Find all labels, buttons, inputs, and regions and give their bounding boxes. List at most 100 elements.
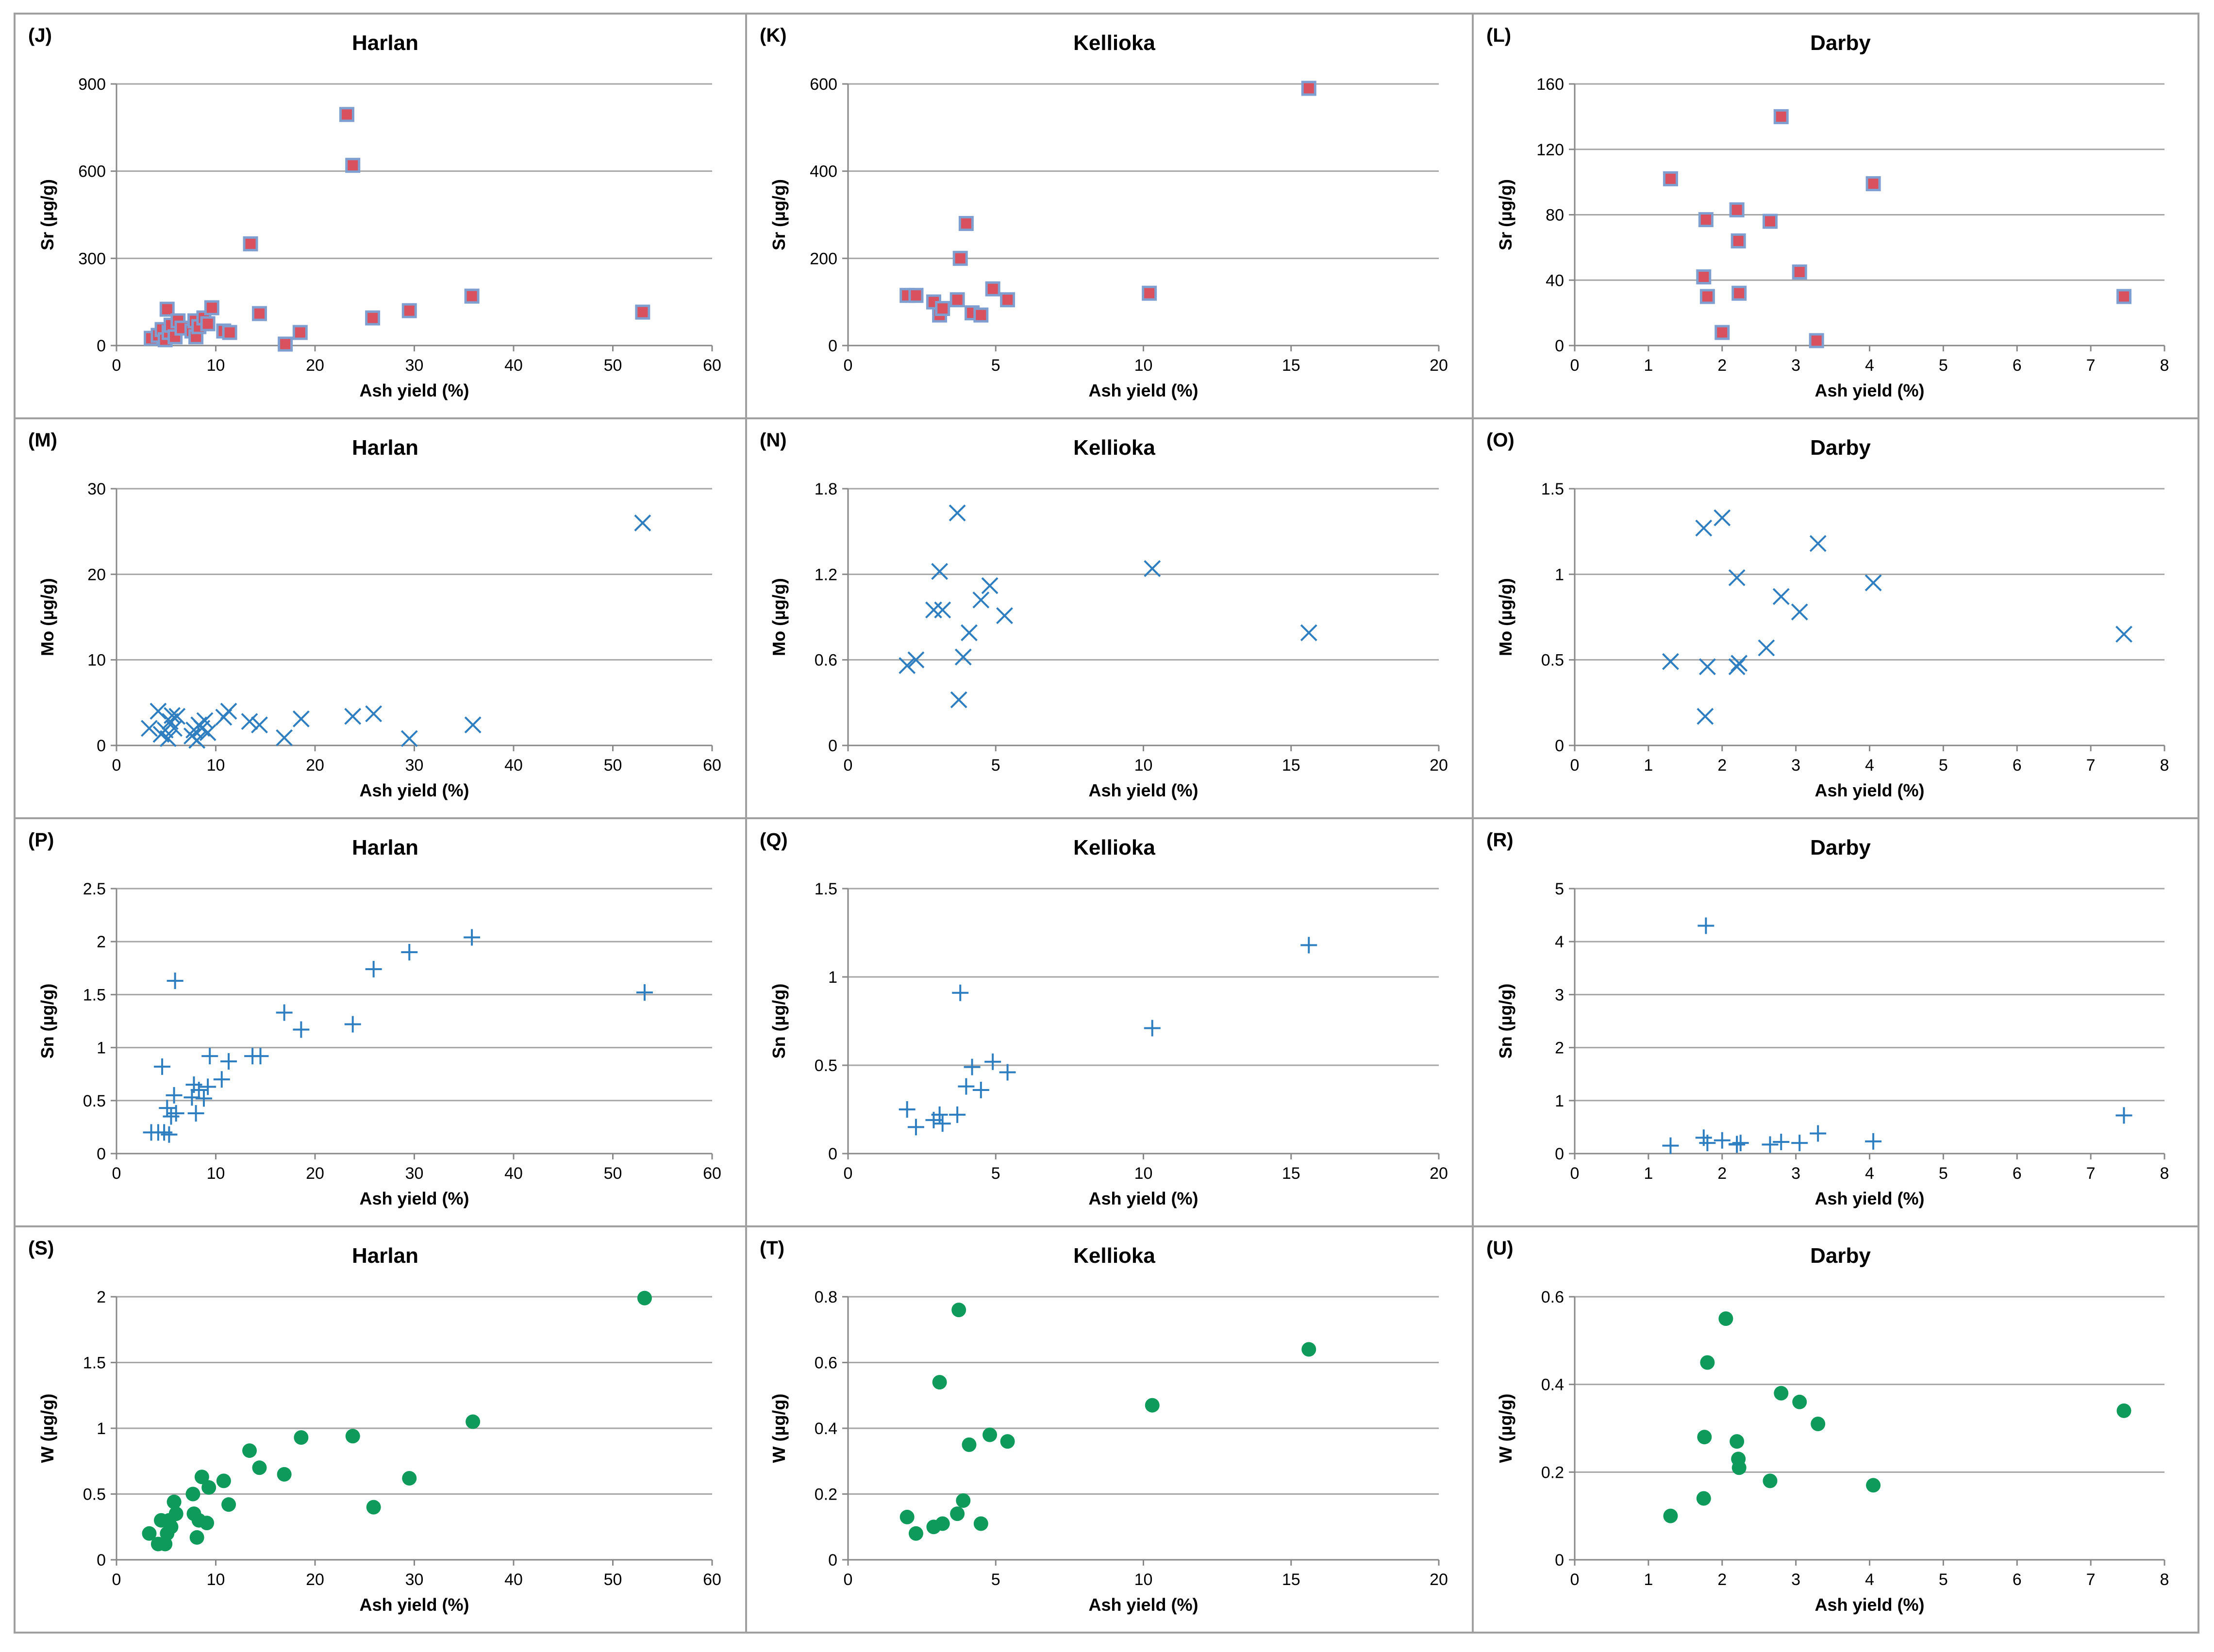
data-point [999, 1064, 1016, 1081]
x-tick-label: 0 [844, 356, 853, 375]
data-point [1145, 1398, 1160, 1413]
y-tick-label: 0 [1555, 1145, 1564, 1163]
x-tick-label: 30 [405, 356, 424, 375]
series-markers [1663, 109, 2131, 348]
y-axis-label: Sn (µg/g) [769, 984, 789, 1059]
data-point [201, 1480, 216, 1495]
x-axis-label: Ash yield (%) [1088, 1595, 1198, 1615]
data-point [222, 325, 237, 340]
series-markers [142, 1290, 652, 1552]
x-tick-label: 1 [1644, 1164, 1653, 1183]
x-tick-label: 20 [306, 1164, 324, 1183]
data-point [159, 301, 175, 317]
data-point [634, 514, 651, 531]
data-point [950, 1506, 965, 1521]
data-point [1728, 569, 1746, 586]
data-point [220, 1053, 237, 1070]
panel-letter: (L) [1486, 25, 1511, 46]
panel-letter: (T) [760, 1238, 784, 1259]
x-tick-label: 10 [1134, 1570, 1153, 1589]
series-markers [143, 929, 653, 1143]
x-axis-label: Ash yield (%) [1814, 380, 1924, 400]
x-tick-label: 15 [1282, 756, 1300, 775]
y-tick-label: 1 [1555, 1092, 1564, 1110]
data-point [984, 1053, 1001, 1070]
data-point [464, 929, 481, 946]
y-tick-label: 0.5 [83, 1092, 106, 1110]
data-point [1792, 264, 1807, 280]
x-tick-label: 10 [207, 356, 225, 375]
data-point [167, 1105, 184, 1122]
y-tick-label: 200 [810, 249, 837, 268]
data-point [1699, 289, 1715, 304]
series-markers [899, 937, 1317, 1136]
data-point [1301, 81, 1316, 96]
data-point [985, 281, 1000, 297]
x-tick-label: 8 [2160, 1164, 2169, 1183]
data-point [1791, 1135, 1808, 1152]
data-point [166, 1494, 182, 1509]
data-point [277, 1467, 292, 1482]
series-markers [1662, 917, 2132, 1154]
x-axis-label: Ash yield (%) [359, 780, 469, 800]
x-tick-label: 10 [207, 756, 225, 775]
x-axis-label: Ash yield (%) [359, 1189, 469, 1208]
data-point [251, 306, 267, 321]
data-point [1695, 519, 1713, 537]
y-tick-label: 0.5 [83, 1486, 106, 1504]
x-tick-label: 10 [1134, 1164, 1153, 1183]
data-point [1865, 176, 1881, 191]
y-tick-label: 1.2 [815, 565, 837, 584]
y-tick-label: 0.5 [815, 1057, 837, 1075]
x-tick-label: 30 [405, 1164, 424, 1183]
y-tick-label: 0.6 [1541, 1288, 1564, 1306]
panel-letter: (O) [1486, 430, 1515, 451]
y-tick-label: 0.2 [815, 1486, 837, 1504]
data-point [185, 1487, 200, 1502]
data-point [996, 607, 1013, 624]
data-point [221, 1497, 236, 1512]
x-tick-label: 0 [112, 756, 121, 775]
panel-border [745, 13, 1474, 419]
x-axis-label: Ash yield (%) [1088, 780, 1198, 800]
x-tick-label: 2 [1717, 356, 1727, 375]
data-point [252, 1048, 269, 1065]
x-tick-label: 5 [1939, 756, 1948, 775]
y-tick-label: 30 [87, 480, 106, 498]
panel-letter: (J) [28, 25, 52, 46]
chart-title: Darby [1810, 436, 1871, 460]
data-point [907, 1119, 924, 1136]
panel-letter: (Q) [760, 829, 788, 851]
panel-l: (L) Darby 0 40 80 120 160 0 1 2 3 4 5 6 7 8 Ash yield (%… [1472, 13, 2199, 419]
x-tick-label: 0 [112, 356, 121, 375]
data-point [636, 984, 653, 1001]
x-tick-label: 10 [207, 1164, 225, 1183]
y-tick-label: 10 [87, 651, 106, 670]
data-point [932, 1375, 947, 1390]
chart-title: Darby [1810, 1244, 1871, 1268]
x-tick-label: 7 [2086, 756, 2096, 775]
data-point [2116, 1403, 2131, 1418]
y-axis-label: W (µg/g) [1496, 1394, 1515, 1463]
panel-u: (U) Darby 0 0.2 0.4 0.6 0 1 2 3 4 5 6 7 8 Ash yield (%)… [1472, 1225, 2199, 1634]
data-point [366, 1500, 381, 1515]
data-point [925, 601, 942, 619]
data-point [1791, 603, 1808, 621]
x-tick-label: 0 [844, 756, 853, 775]
data-point [400, 730, 418, 747]
data-point [166, 1087, 183, 1104]
panel-m: (M) Harlan 0 10 20 30 0 10 20 30 40 50 60 Ash yield (… [14, 417, 747, 819]
x-tick-label: 10 [1134, 356, 1153, 375]
data-point [365, 310, 381, 326]
data-point [141, 720, 158, 737]
y-axis-label: Mo (µg/g) [1496, 578, 1515, 656]
y-tick-label: 0.6 [815, 1354, 837, 1372]
y-tick-label: 1.5 [83, 986, 106, 1004]
data-point [200, 1078, 216, 1095]
x-tick-label: 3 [1791, 356, 1800, 375]
x-tick-label: 30 [405, 756, 424, 775]
y-tick-label: 5 [1555, 880, 1564, 898]
y-axis-label: Mo (µg/g) [769, 578, 789, 656]
x-tick-label: 5 [991, 356, 1000, 375]
data-point [189, 1530, 204, 1545]
